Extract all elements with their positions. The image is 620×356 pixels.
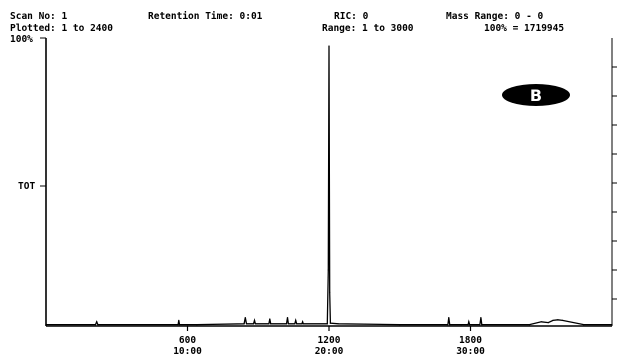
badge-shape (502, 84, 570, 106)
trace-point (243, 323, 245, 325)
trace-point (583, 324, 585, 326)
x-tick-label-time: 20:00 (315, 346, 344, 356)
panel-badge: B (502, 84, 570, 106)
trace-point (540, 321, 542, 323)
trace-point (285, 323, 288, 325)
trace-point (528, 324, 531, 326)
x-tick-label-time: 10:00 (173, 346, 202, 356)
scan-number: Scan No: 1 (10, 11, 67, 22)
trace-point (447, 324, 449, 326)
y-axis-label: TOT (18, 181, 35, 192)
trace-point (178, 324, 181, 326)
x-tick-label-scan: 600 (179, 335, 196, 346)
trace-point (302, 323, 304, 325)
trace-point (552, 319, 554, 321)
trace-point (178, 319, 180, 321)
trace-point (460, 324, 462, 326)
scan-range: Range: 1 to 3000 (322, 23, 414, 34)
trace-point (286, 317, 289, 319)
trace-point (547, 322, 549, 324)
series-layer (45, 45, 613, 326)
trace-point (196, 324, 198, 326)
trace-point (611, 324, 613, 326)
trace-point (301, 323, 303, 325)
trace-point (337, 323, 339, 325)
tic-trace-line (46, 45, 612, 326)
trace-point (399, 324, 401, 326)
trace-point (270, 323, 272, 325)
trace-point (287, 323, 289, 325)
trace-point (467, 324, 469, 326)
trace-point (296, 323, 298, 325)
badge-label: B (530, 86, 542, 105)
retention-time: Retention Time: 0:01 (148, 11, 263, 22)
trace-point (253, 319, 256, 321)
trace-point (302, 321, 304, 323)
trace-point (481, 324, 483, 326)
trace-point (244, 317, 246, 319)
trace-point (557, 319, 559, 321)
mass-range: Mass Range: 0 - 0 (446, 11, 544, 22)
y-top-label: 100% (10, 34, 33, 45)
x-tick-label-scan: 1200 (318, 335, 341, 346)
trace-point (245, 323, 248, 325)
trace-point (480, 317, 482, 319)
trace-point (329, 322, 331, 324)
trace-point (94, 324, 97, 326)
trace-point (294, 323, 296, 325)
trace-point (561, 319, 564, 321)
trace-point (468, 321, 470, 323)
trace-point (254, 323, 256, 325)
trace-point (329, 291, 331, 293)
trace-point (448, 317, 450, 319)
trace-point (295, 319, 297, 321)
trace-point (449, 324, 451, 326)
right-scale-ticks (612, 66, 617, 300)
trace-point (328, 45, 330, 47)
trace-point (326, 323, 328, 325)
trace-point (252, 323, 255, 325)
trace-point (469, 324, 471, 326)
full-scale-value: 100% = 1719945 (484, 23, 564, 34)
trace-point (269, 318, 271, 320)
trace-point (97, 324, 99, 326)
trace-point (45, 324, 47, 326)
plotted-range: Plotted: 1 to 2400 (10, 23, 113, 34)
trace-point (96, 321, 98, 323)
trace-point (177, 324, 179, 326)
trace-point (186, 324, 189, 326)
trace-point (327, 269, 329, 271)
x-tick-label-time: 30:00 (456, 346, 485, 356)
x-tick-label-scan: 1800 (459, 335, 482, 346)
ric-value: RIC: 0 (334, 11, 369, 22)
trace-point (268, 323, 270, 325)
trace-point (479, 324, 481, 326)
